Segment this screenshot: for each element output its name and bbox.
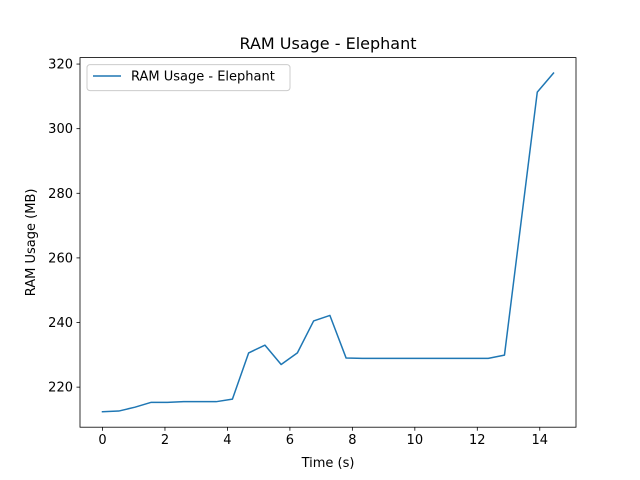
series-line bbox=[101, 72, 555, 413]
chart-title: RAM Usage - Elephant bbox=[239, 34, 416, 53]
x-tick-label: 8 bbox=[348, 433, 356, 448]
legend: RAM Usage - Elephant bbox=[86, 64, 291, 92]
x-tick-label: 4 bbox=[223, 433, 231, 448]
y-tick-label: 220 bbox=[48, 381, 73, 396]
plot-area bbox=[80, 57, 576, 428]
y-tick-label: 320 bbox=[48, 58, 73, 73]
y-axis-ticks: 220 240 260 280 300 320 bbox=[48, 58, 80, 396]
y-tick-label: 280 bbox=[48, 187, 73, 202]
legend-box bbox=[86, 64, 291, 92]
series-layer bbox=[101, 72, 555, 413]
plot-frame bbox=[79, 57, 577, 428]
y-tick-label: 300 bbox=[48, 122, 73, 137]
x-tick-label: 0 bbox=[98, 433, 106, 448]
legend-label: RAM Usage - Elephant bbox=[131, 70, 275, 85]
x-tick-label: 12 bbox=[469, 433, 486, 448]
x-axis-ticks: 0 2 4 6 8 10 12 14 bbox=[98, 427, 548, 448]
y-axis-label: RAM Usage (MB) bbox=[24, 189, 39, 297]
x-axis-label: Time (s) bbox=[301, 456, 355, 471]
x-tick-label: 14 bbox=[531, 433, 548, 448]
x-tick-label: 10 bbox=[407, 433, 424, 448]
y-tick-label: 260 bbox=[48, 251, 73, 266]
y-tick-label: 240 bbox=[48, 316, 73, 331]
x-tick-label: 2 bbox=[161, 433, 169, 448]
x-tick-label: 6 bbox=[286, 433, 294, 448]
